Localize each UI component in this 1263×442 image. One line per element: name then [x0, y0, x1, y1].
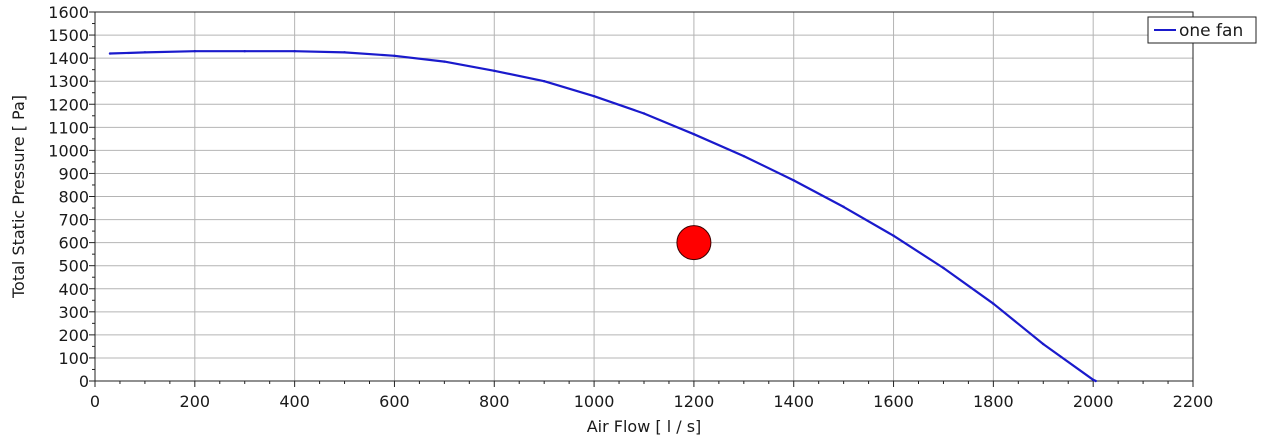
data-point	[592, 94, 596, 98]
data-point	[1094, 379, 1097, 383]
y-tick-label: 900	[58, 164, 89, 183]
plot-frame	[94, 11, 1194, 382]
y-tick-label: 200	[58, 326, 89, 345]
y-tick-label: 1000	[48, 141, 89, 160]
data-point	[992, 302, 995, 305]
y-tick-label: 800	[58, 188, 89, 207]
x-tick-label: 1200	[674, 392, 715, 411]
y-tick-label: 0	[79, 372, 89, 391]
data-point	[108, 52, 112, 55]
y-axis-ticks: 0 100 200 300 400 500 600 700 800 900 1000 1100 1200…	[48, 3, 89, 391]
data-point	[1091, 378, 1095, 382]
y-tick-label: 600	[58, 234, 89, 253]
x-tick-label: 400	[279, 392, 310, 411]
series-layer	[108, 50, 1097, 383]
x-tick-label: 1600	[873, 392, 914, 411]
operating-point-layer	[676, 225, 712, 261]
series-line-one-fan	[108, 50, 1097, 383]
y-tick-label: 700	[58, 211, 89, 230]
data-point	[243, 50, 246, 53]
y-tick-label: 1600	[48, 3, 89, 22]
data-point	[1042, 342, 1045, 346]
x-tick-label: 1000	[574, 392, 615, 411]
data-point	[642, 112, 646, 115]
x-tick-label: 0	[90, 392, 100, 411]
data-point	[443, 60, 446, 63]
x-tick-label: 1400	[773, 392, 814, 411]
x-tick-label: 1800	[973, 392, 1014, 411]
data-point	[293, 50, 296, 53]
x-tick-label: 800	[479, 392, 510, 411]
x-tick-label: 2200	[1173, 392, 1214, 411]
data-point	[692, 133, 696, 136]
y-tick-label: 1400	[48, 49, 89, 68]
x-tick-label: 600	[379, 392, 410, 411]
data-point	[343, 51, 346, 54]
y-tick-label: 1500	[48, 26, 89, 45]
legend: one fan	[1147, 16, 1257, 44]
x-tick-label: 200	[180, 392, 211, 411]
data-point	[542, 79, 546, 83]
data-point	[393, 54, 396, 58]
y-tick-label: 1200	[48, 95, 89, 114]
y-tick-label: 1300	[48, 72, 89, 91]
y-tick-label: 400	[58, 280, 89, 299]
data-point	[892, 234, 895, 237]
y-tick-label: 100	[58, 349, 89, 368]
data-point	[493, 69, 496, 73]
y-axis-title: Total Static Pressure [ Pa]	[9, 95, 28, 299]
data-point	[842, 205, 845, 209]
data-point	[193, 50, 197, 53]
data-point	[942, 266, 945, 270]
y-tick-label: 1100	[48, 118, 89, 137]
data-point	[792, 179, 795, 182]
data-point	[143, 51, 147, 54]
x-tick-label: 2000	[1073, 392, 1114, 411]
y-tick-label: 300	[58, 303, 89, 322]
data-point	[742, 154, 746, 158]
x-axis-title: Air Flow [ l / s]	[587, 417, 702, 436]
operating-point-marker	[676, 225, 712, 261]
legend-label-one-fan: one fan	[1179, 21, 1243, 41]
y-tick-label: 500	[58, 257, 89, 276]
x-axis-ticks: 0 200 400 600 800 1000 1200 1400 1600 1800 2000 220…	[90, 392, 1213, 411]
